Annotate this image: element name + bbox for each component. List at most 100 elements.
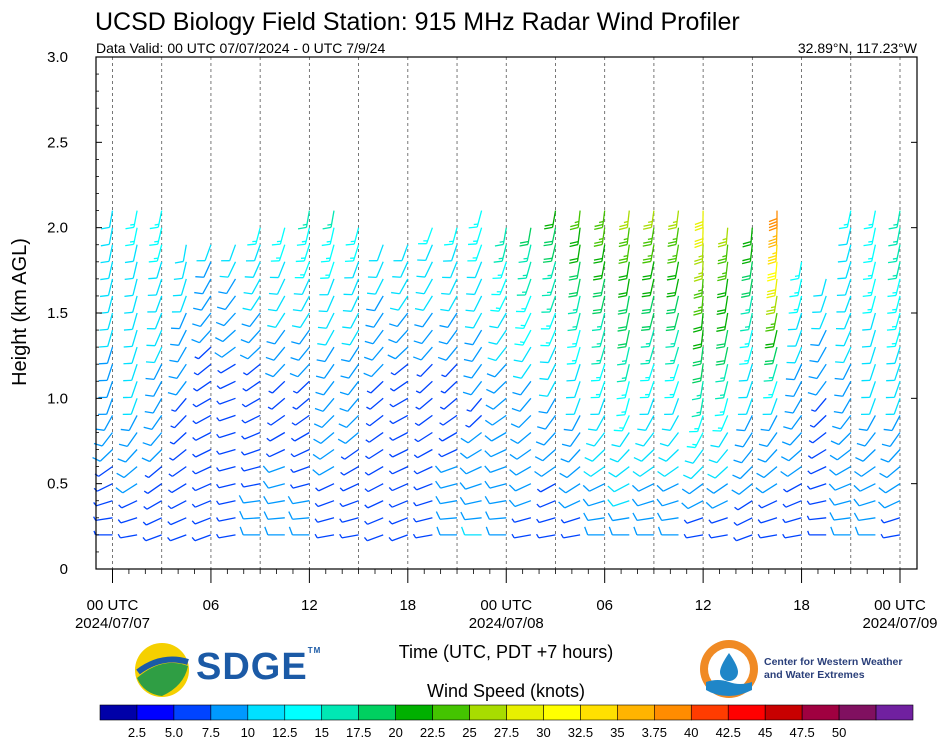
- barb-staff: [447, 312, 458, 328]
- barb-full: [658, 456, 667, 462]
- barb-staff: [152, 397, 163, 414]
- colorbar-label: 27.5: [494, 725, 519, 740]
- barb-staff: [809, 500, 827, 506]
- barb-full: [785, 378, 795, 381]
- barb-half: [523, 257, 528, 260]
- barb-staff: [156, 261, 163, 279]
- barb-half: [645, 359, 650, 362]
- wind-barb: [807, 448, 827, 459]
- barb-staff: [170, 500, 187, 510]
- barb-half: [240, 467, 245, 472]
- wind-barb: [888, 210, 901, 230]
- barb-full: [98, 362, 108, 365]
- barb-full: [618, 257, 628, 262]
- wind-barb: [853, 512, 876, 522]
- wind-barb: [287, 495, 310, 505]
- barb-half: [93, 516, 97, 521]
- barb-full: [544, 240, 553, 244]
- barb-full: [364, 340, 374, 345]
- wind-barb: [512, 380, 532, 396]
- barb-full: [215, 321, 225, 327]
- barb-half: [807, 530, 810, 536]
- barb-staff: [128, 415, 138, 431]
- barb-half: [216, 450, 220, 455]
- barb-full: [340, 359, 350, 363]
- wind-barb: [168, 466, 187, 477]
- colorbar-label: 47.5: [789, 725, 814, 740]
- barb-staff: [154, 329, 163, 346]
- barb-full: [642, 274, 652, 278]
- barb-half: [843, 223, 849, 226]
- wind-barb: [765, 312, 778, 332]
- barb-full: [656, 512, 663, 521]
- wind-barb: [191, 329, 212, 344]
- barb-full: [666, 277, 676, 281]
- wind-barb: [731, 483, 753, 495]
- wind-barb: [558, 483, 581, 494]
- barb-staff: [132, 295, 138, 313]
- barb-staff: [344, 448, 359, 460]
- barb-full: [594, 240, 603, 244]
- wind-barb: [218, 278, 237, 295]
- barb-full: [616, 397, 626, 400]
- barb-staff: [811, 448, 827, 459]
- barb-staff: [108, 210, 114, 228]
- barb-staff: [195, 483, 212, 492]
- barb-staff: [269, 448, 286, 458]
- wind-barb: [366, 397, 384, 410]
- barb-staff: [197, 363, 212, 376]
- barb-full: [484, 465, 491, 473]
- barb-staff: [894, 363, 901, 381]
- wind-barb: [147, 278, 163, 297]
- wind-barb: [812, 295, 827, 313]
- wind-barb: [766, 278, 778, 299]
- wind-barb: [760, 415, 778, 432]
- barb-full: [439, 324, 449, 328]
- wind-barb: [118, 500, 138, 509]
- barb-half: [669, 393, 674, 396]
- barb-full: [591, 328, 601, 332]
- barb-full: [691, 414, 701, 418]
- barb-staff: [818, 329, 827, 346]
- barb-staff: [687, 500, 704, 510]
- barb-half: [696, 394, 701, 397]
- wind-barb: [863, 244, 877, 264]
- barb-full: [99, 328, 109, 331]
- barb-staff: [491, 431, 507, 442]
- barb-full: [416, 275, 426, 278]
- barb-staff: [371, 363, 384, 378]
- wind-barb: [390, 363, 409, 376]
- barb-half: [768, 393, 773, 396]
- wind-barb: [783, 415, 803, 430]
- barb-staff: [474, 261, 483, 278]
- barb-full: [715, 397, 724, 400]
- sdge-wordmark-text: SDGE: [196, 646, 308, 688]
- wind-barb: [558, 500, 581, 509]
- barb-staff: [367, 534, 384, 542]
- barb-half: [416, 374, 421, 378]
- barb-full: [861, 396, 870, 399]
- barb-staff: [515, 466, 532, 476]
- barb-full: [146, 344, 155, 347]
- wind-barb: [435, 495, 458, 505]
- wind-barb: [216, 380, 236, 390]
- wind-barb: [717, 261, 729, 282]
- barb-staff: [858, 517, 876, 522]
- barb-full: [116, 472, 125, 479]
- barb-full: [486, 388, 495, 394]
- wind-barb: [716, 312, 729, 332]
- barb-full: [460, 526, 466, 536]
- barb-staff: [292, 500, 310, 505]
- wind-barb: [783, 483, 802, 493]
- wind-barb: [172, 278, 187, 297]
- barb-full: [667, 291, 676, 295]
- barb-full: [693, 278, 703, 282]
- barb-full: [100, 260, 110, 264]
- barb-full: [339, 391, 349, 396]
- barb-full: [534, 470, 542, 477]
- barb-staff: [450, 244, 458, 262]
- barb-staff: [795, 329, 803, 347]
- wind-barb: [785, 363, 803, 381]
- barb-staff: [132, 244, 138, 262]
